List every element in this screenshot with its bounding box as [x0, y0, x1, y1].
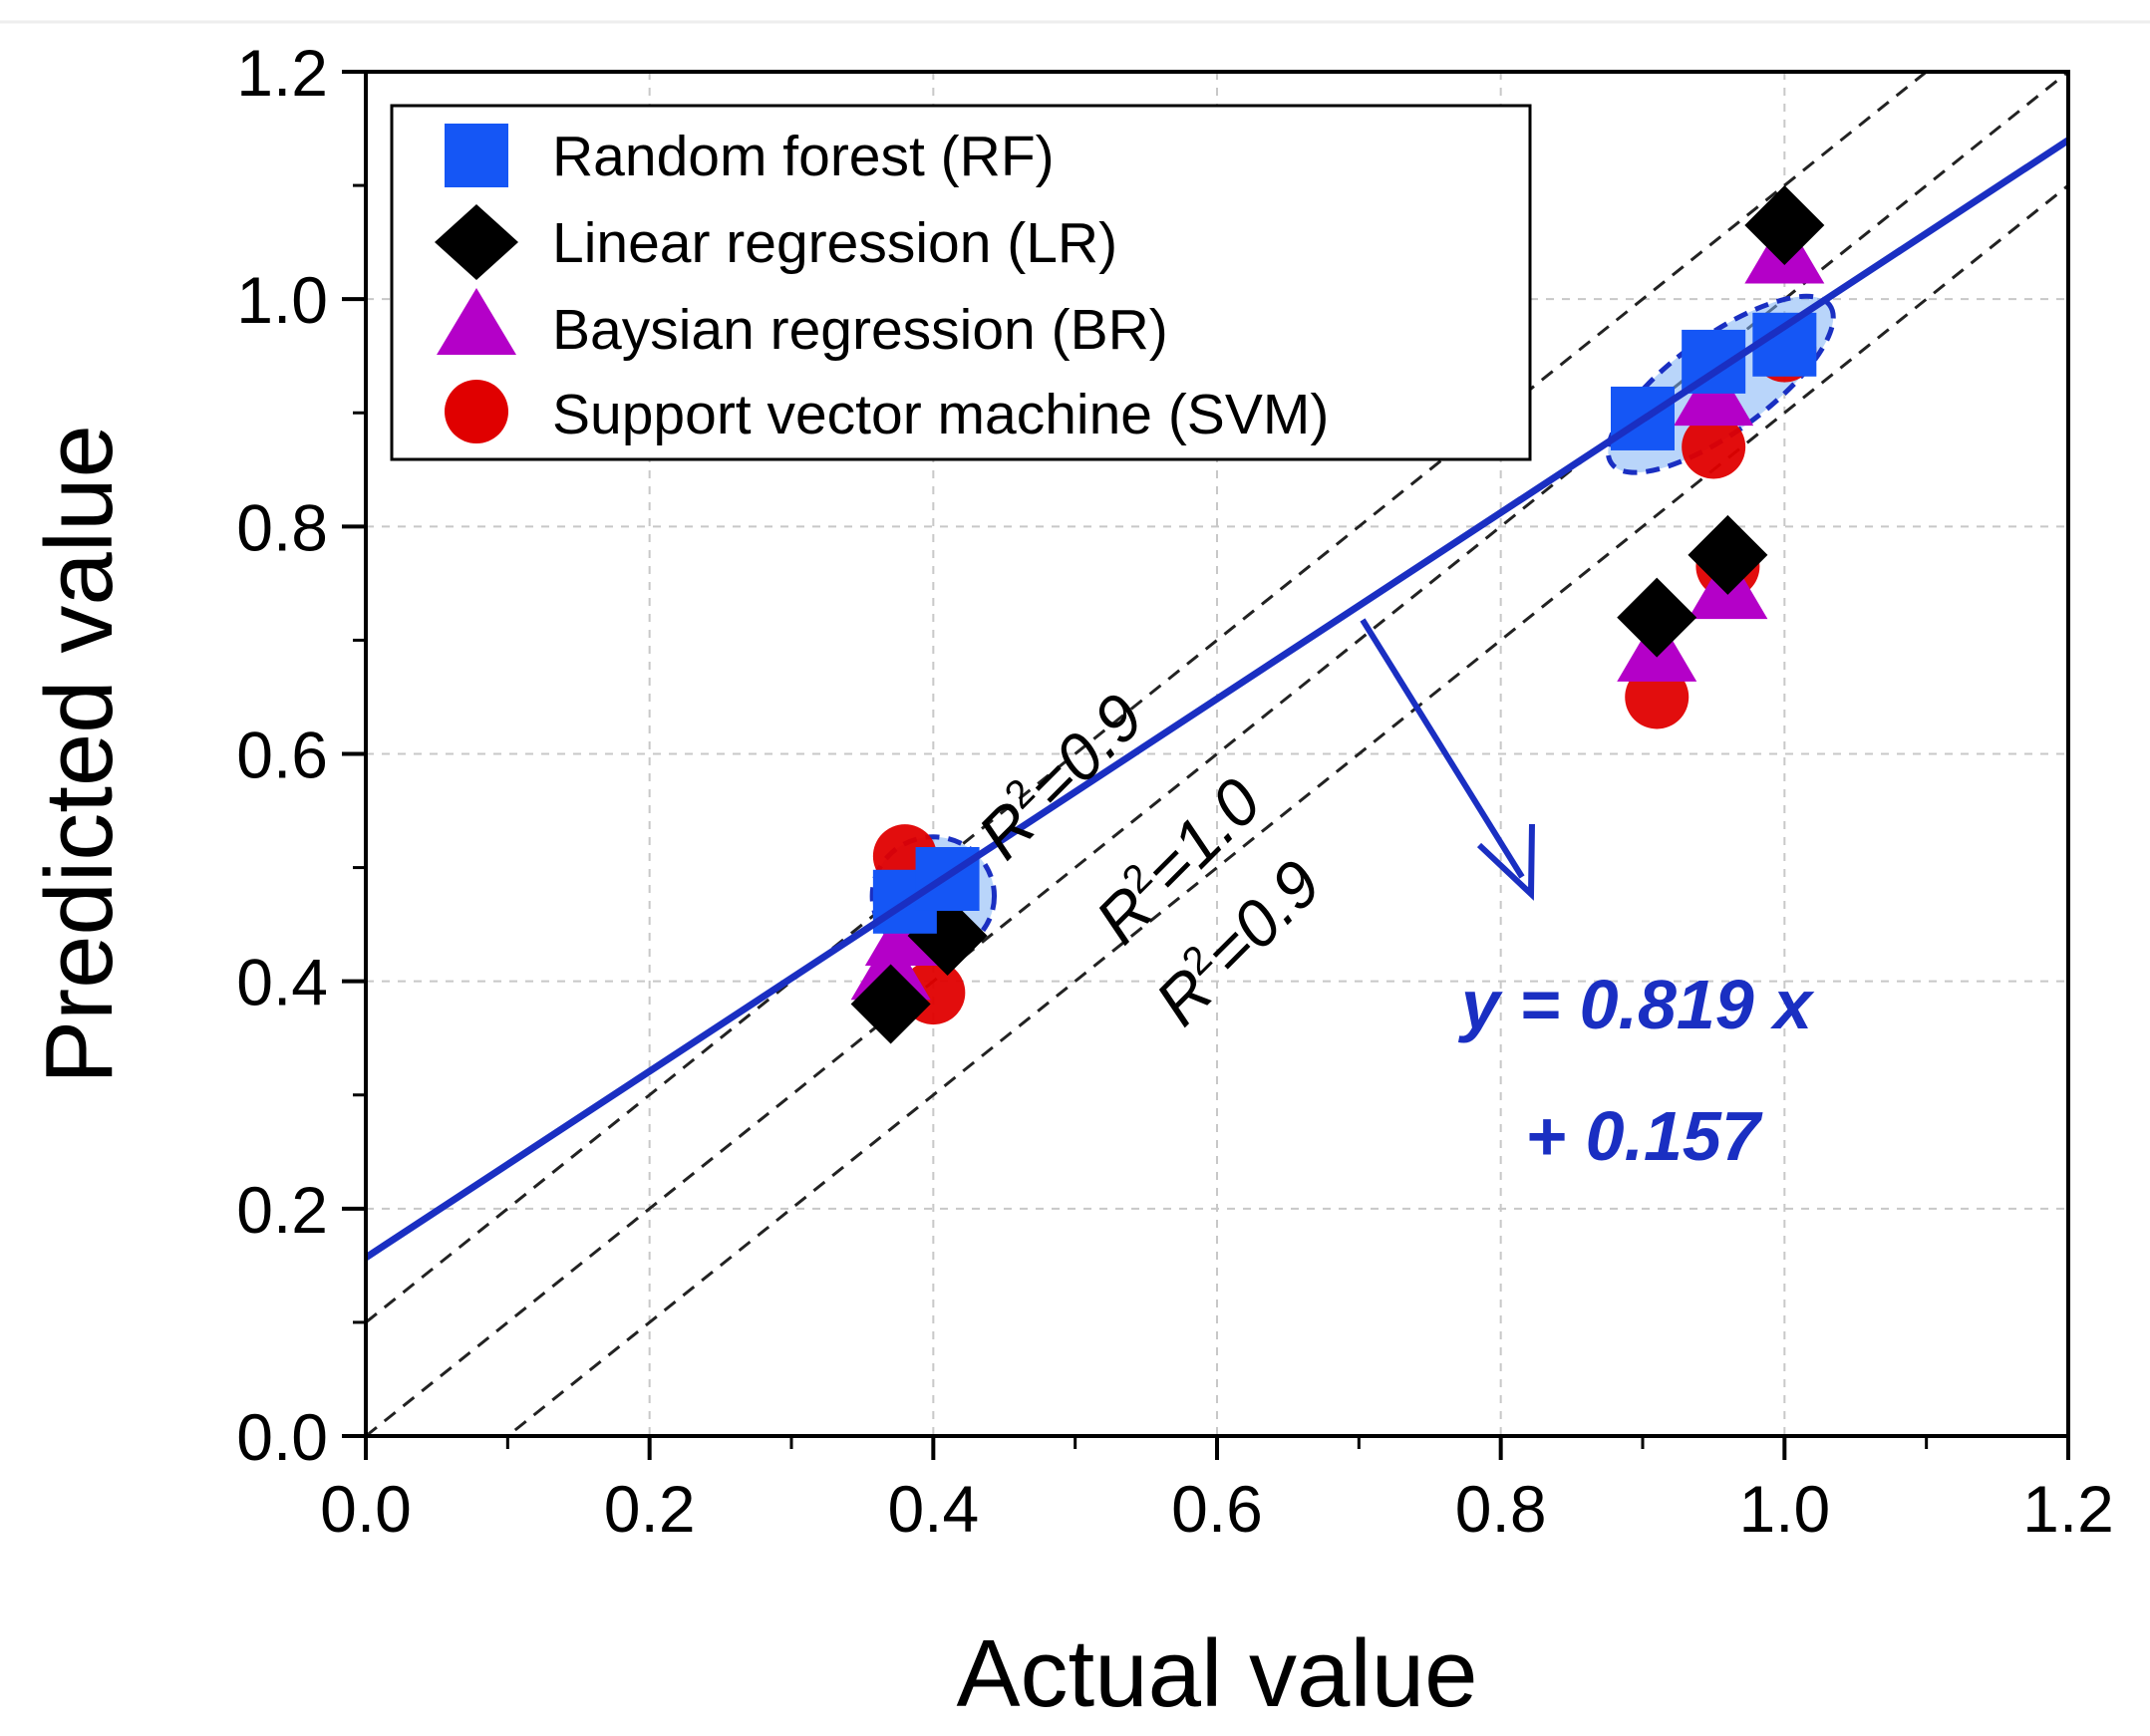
x-tick-label: 0.4	[887, 1472, 979, 1546]
r2-label-upper: R2=0.9	[963, 679, 1157, 873]
x-tick-label: 1.2	[2022, 1472, 2114, 1546]
legend-box	[390, 104, 1532, 461]
equation-line-2: + 0.157	[1525, 1097, 1763, 1175]
arrow-shaft	[1360, 618, 1525, 879]
reference-line	[504, 183, 2068, 1436]
y-tick-label: 0.2	[236, 1173, 328, 1247]
svg-text:R2=0.9: R2=0.9	[963, 679, 1157, 873]
legend-label-lr: Linear regression (LR)	[552, 211, 1117, 275]
equation-line-1: y = 0.819 x	[1458, 966, 1815, 1043]
lr-point	[850, 964, 931, 1044]
x-tick-label: 0.0	[320, 1472, 412, 1546]
y-tick-label: 0.8	[236, 490, 328, 564]
legend: Random forest (RF) Linear regression (LR…	[390, 104, 1532, 461]
y-tick-label: 1.0	[236, 263, 328, 337]
y-tick-label: 0.0	[236, 1400, 328, 1474]
x-tick-label: 0.8	[1455, 1472, 1547, 1546]
legend-label-svm: Support vector machine (SVM)	[552, 383, 1329, 446]
y-tick-label: 0.4	[236, 946, 328, 1019]
lr-point	[1688, 514, 1768, 595]
y-axis-title: Predicted value	[26, 425, 133, 1084]
legend-label-br: Baysian regression (BR)	[552, 298, 1168, 362]
x-tick-label: 0.6	[1171, 1472, 1263, 1546]
arrow-head	[1476, 823, 1535, 901]
lr-point	[1617, 577, 1697, 658]
x-tick-label: 0.2	[604, 1472, 696, 1546]
legend-marker-svm	[445, 380, 508, 443]
y-tick-label: 1.2	[236, 36, 328, 110]
legend-marker-lr	[435, 204, 518, 280]
equation-arrow	[1360, 618, 1535, 901]
axis-ticks	[342, 70, 2070, 1460]
fit-line-group	[366, 137, 2068, 1261]
svm-point	[1682, 415, 1746, 479]
legend-marker-rf	[445, 124, 508, 187]
fit-line	[366, 137, 2068, 1261]
lr-point	[1744, 185, 1825, 266]
y-tick-label: 0.6	[236, 719, 328, 792]
tick-labels: 0.0 0.2 0.4 0.6 0.8 1.0 1.2 0.0 0.2 0.4 0.6 0.8 1.0 1…	[236, 36, 2114, 1546]
legend-label-rf: Random forest (RF)	[552, 125, 1055, 188]
x-tick-label: 1.0	[1738, 1472, 1830, 1546]
x-axis-title: Actual value	[957, 1620, 1478, 1727]
legend-marker-br	[437, 288, 516, 355]
